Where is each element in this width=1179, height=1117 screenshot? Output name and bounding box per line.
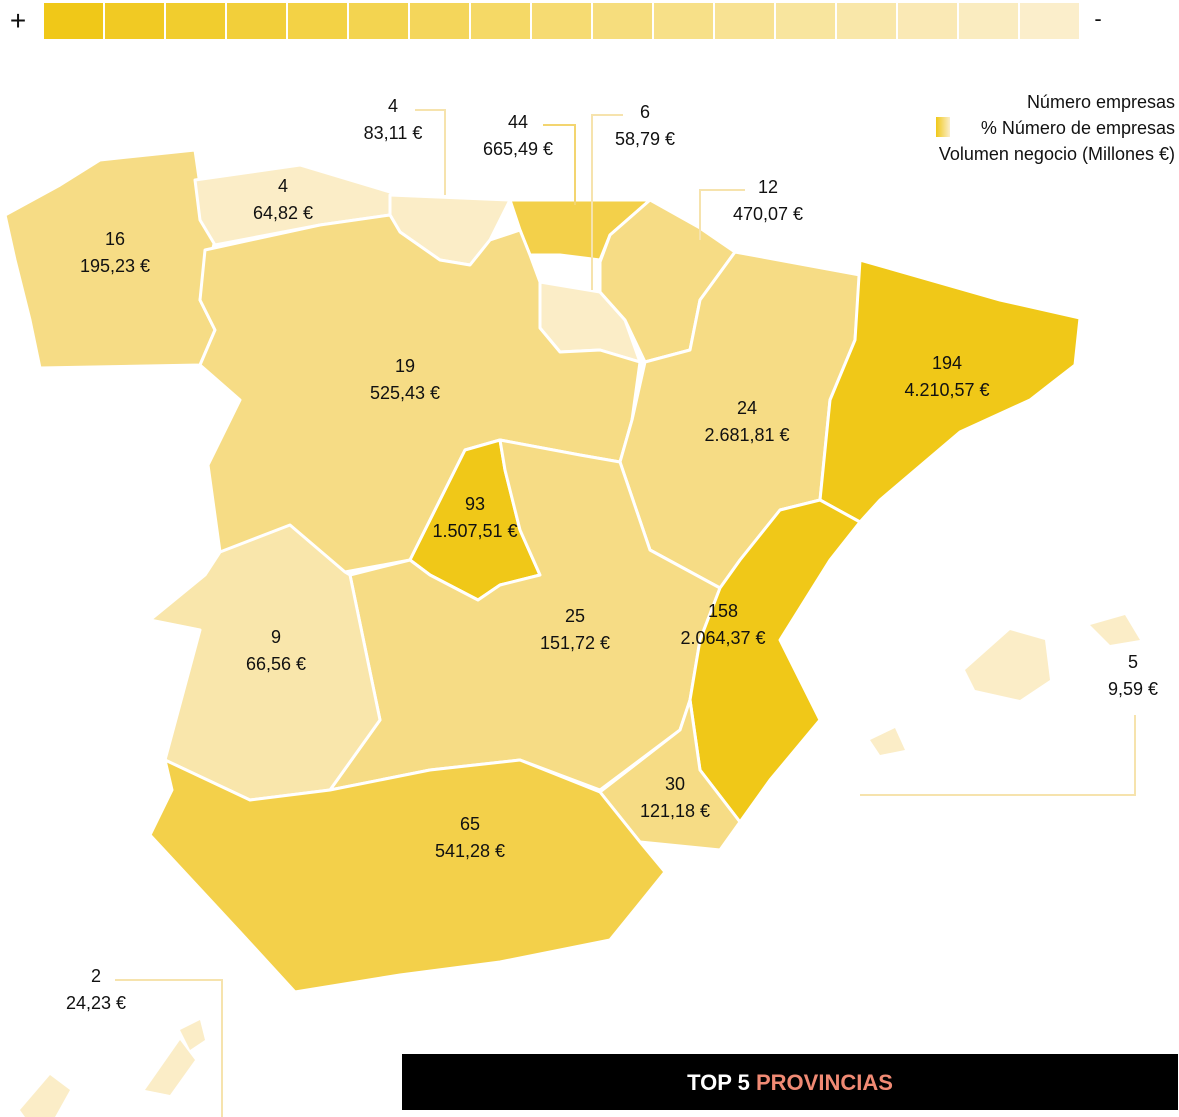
legend-segment: [105, 3, 164, 39]
region-count: 30: [665, 774, 685, 794]
regions: [3, 148, 1140, 1117]
legend-text: % Número de empresas: [981, 118, 1175, 138]
island: [20, 1075, 70, 1117]
legend-segment: [227, 3, 286, 39]
region-volume: 4.210,57 €: [904, 380, 989, 400]
region-count: 93: [465, 494, 485, 514]
legend-text: Número empresas: [1027, 92, 1175, 112]
region: [148, 758, 667, 994]
region-volume: 66,56 €: [246, 654, 306, 674]
callout-line: [543, 124, 576, 205]
region-volume: 64,82 €: [253, 203, 313, 223]
region-volume: 2.681,81 €: [704, 425, 789, 445]
callouts: [115, 109, 1136, 1117]
region-count: 16: [105, 229, 125, 249]
legend-segment: [715, 3, 774, 39]
region-volume: 2.064,37 €: [680, 628, 765, 648]
region-count: 4: [278, 176, 288, 196]
provincias: PROVINCIAS: [756, 1070, 893, 1095]
region-volume: 121,18 €: [640, 801, 710, 821]
legend-segment: [593, 3, 652, 39]
legend-segment: [654, 3, 713, 39]
legend-segment: [776, 3, 835, 39]
region-volume: 24,23 €: [66, 993, 126, 1013]
region-count: 2: [91, 966, 101, 986]
island: [145, 1040, 195, 1095]
legend-segment: [471, 3, 530, 39]
legend-segment: [44, 3, 103, 39]
region-count: 4: [388, 96, 398, 116]
region-volume: 151,72 €: [540, 633, 610, 653]
legend-segment: [166, 3, 225, 39]
region-volume: 83,11 €: [364, 123, 423, 143]
region-count: 5: [1128, 652, 1138, 672]
region: [818, 258, 1082, 524]
region-count: 19: [395, 356, 415, 376]
region: [598, 698, 742, 852]
region-count: 12: [758, 177, 778, 197]
islands: [20, 615, 1140, 1117]
island: [180, 1020, 205, 1050]
region-volume: 195,23 €: [80, 256, 150, 276]
legend-segment: [410, 3, 469, 39]
legend-segment: [288, 3, 347, 39]
region-volume: 525,43 €: [370, 383, 440, 403]
island: [870, 728, 905, 755]
region-count: 65: [460, 814, 480, 834]
legend-segment: [959, 3, 1018, 39]
legend-segment: [898, 3, 957, 39]
region-count: 25: [565, 606, 585, 626]
island: [1090, 615, 1140, 645]
region-count: 44: [508, 112, 528, 132]
region-volume: 9,59 €: [1108, 679, 1158, 699]
callout-line: [115, 979, 223, 1117]
top5-title: TOP 5 PROVINCIAS: [687, 1070, 893, 1095]
legend-text: Volumen negocio (Millones €): [939, 144, 1175, 164]
callout-line: [860, 715, 1136, 796]
labels: 16 195,23 € 4 64,82 € 4 83,11 € 44 665,49 € 6 58,…: [66, 96, 1158, 1013]
region-volume: 665,49 €: [483, 139, 553, 159]
legend-swatch: [936, 117, 950, 137]
region-volume: 58,79 €: [615, 129, 675, 149]
island: [965, 630, 1050, 700]
region-volume: 470,07 €: [733, 204, 803, 224]
legend-segment: [837, 3, 896, 39]
legend-bar: [44, 3, 1079, 39]
callout-line: [415, 109, 446, 195]
region-count: 194: [932, 353, 962, 373]
legend-plus: +: [10, 5, 26, 36]
legend-segment: [532, 3, 591, 39]
region-count: 24: [737, 398, 757, 418]
callout-line: [699, 189, 745, 240]
region-count: 6: [640, 102, 650, 122]
region-count: 158: [708, 601, 738, 621]
top5-banner: [402, 1054, 1178, 1110]
region-volume: 1.507,51 €: [432, 521, 517, 541]
callout-line: [591, 114, 623, 290]
region-volume: 541,28 €: [435, 841, 505, 861]
top5: TOP 5: [687, 1070, 750, 1095]
legend-segment: [1020, 3, 1079, 39]
region: [688, 498, 862, 824]
region-count: 9: [271, 627, 281, 647]
region: [198, 213, 642, 574]
legend-segment: [349, 3, 408, 39]
legend-minus: -: [1094, 6, 1101, 31]
